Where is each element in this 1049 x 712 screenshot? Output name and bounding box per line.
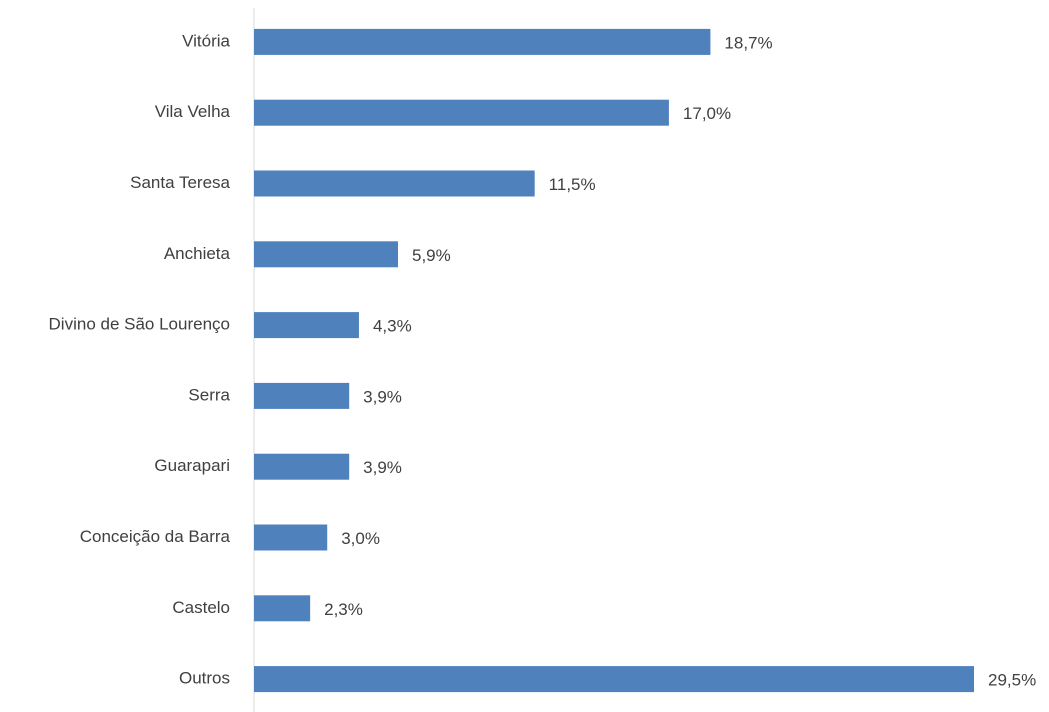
data-label: 4,3% (373, 317, 412, 336)
bar (254, 312, 359, 339)
y-tick-label: Conceição da Barra (80, 527, 231, 546)
data-label: 18,7% (724, 33, 772, 52)
y-tick-label: Divino de São Lourenço (49, 315, 230, 334)
data-label: 5,9% (412, 246, 451, 265)
data-label: 11,5% (549, 175, 596, 194)
bar (254, 28, 711, 55)
data-label: 3,0% (341, 529, 380, 548)
bar (254, 666, 974, 693)
y-tick-label: Anchieta (164, 244, 231, 263)
bar (254, 453, 350, 480)
y-tick-label: Guarapari (154, 456, 230, 475)
data-label: 2,3% (324, 600, 363, 619)
bar (254, 99, 669, 126)
bar (254, 170, 535, 197)
bar (254, 595, 311, 622)
data-label: 3,9% (363, 458, 402, 477)
y-tick-label: Santa Teresa (130, 173, 230, 192)
data-label: 29,5% (988, 671, 1036, 690)
y-tick-label: Serra (188, 385, 230, 404)
y-tick-label: Vila Velha (155, 102, 231, 121)
y-tick-label: Outros (179, 669, 230, 688)
bar (254, 524, 328, 551)
y-tick-label: Castelo (172, 598, 230, 617)
bar (254, 382, 350, 409)
bar (254, 241, 398, 268)
data-label: 3,9% (363, 387, 402, 406)
data-label: 17,0% (683, 104, 731, 123)
y-tick-label: Vitória (182, 31, 230, 50)
